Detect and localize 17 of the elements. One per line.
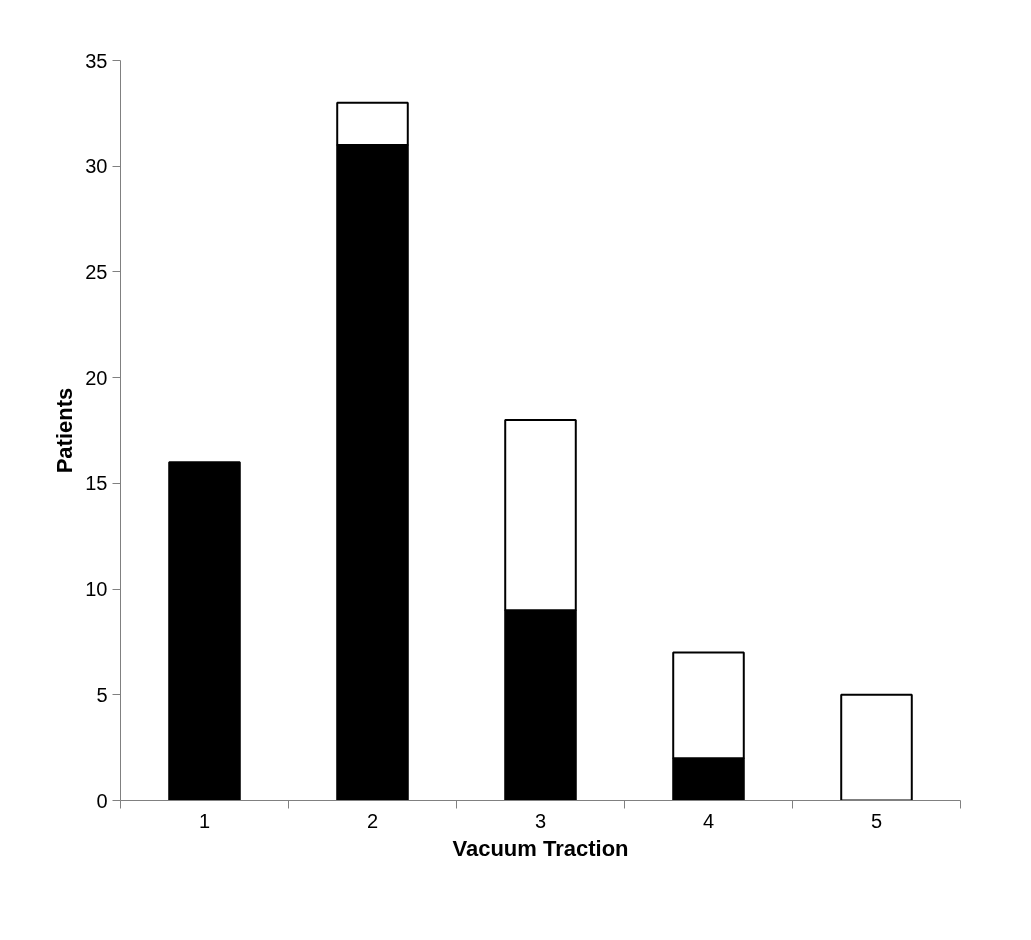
y-tick-label: 30 xyxy=(85,155,108,178)
bar xyxy=(840,693,913,801)
y-tick-label: 10 xyxy=(85,578,108,601)
x-tick-label: 2 xyxy=(366,809,379,832)
y-axis-title: Patients xyxy=(52,387,78,474)
x-tick-label: 3 xyxy=(534,809,547,832)
y-tick-label: 15 xyxy=(85,472,108,495)
x-tick-label: 4 xyxy=(702,809,715,832)
y-tick-label: 35 xyxy=(85,49,108,72)
x-tick-label: 5 xyxy=(870,809,883,832)
y-tick-label: 20 xyxy=(85,366,108,389)
bar xyxy=(168,461,241,801)
x-tick-label: 1 xyxy=(198,809,211,832)
y-tick-label: 5 xyxy=(96,683,108,706)
x-axis-title: Vacuum Traction xyxy=(452,835,629,861)
y-tick-label: 0 xyxy=(96,789,108,812)
y-tick-label: 25 xyxy=(85,260,108,283)
